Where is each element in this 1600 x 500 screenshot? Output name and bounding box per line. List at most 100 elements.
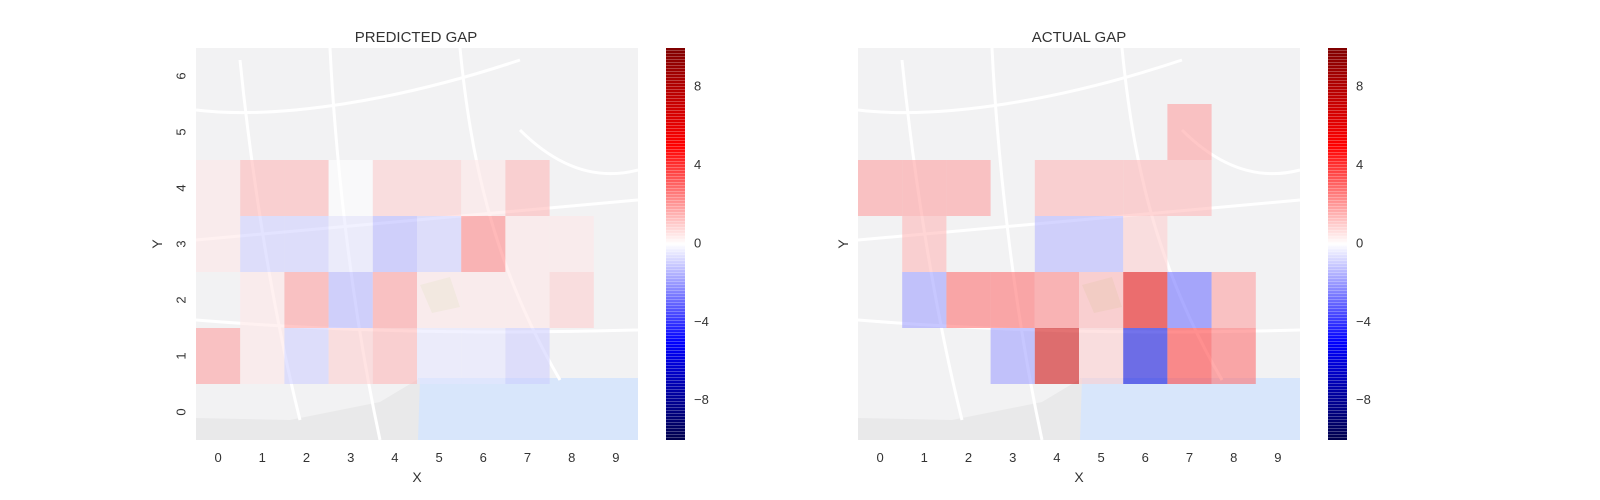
heatmap-cell [1123,216,1168,272]
heatmap-cell [461,216,506,272]
colorbar-tick-label: −4 [694,314,709,329]
panel-predicted-gap: PREDICTED GAP 0 1 2 3 4 5 6 7 8 9 0 1 2 3 4 5 6 X Y −8 [149,29,709,485]
heatmap-cell [1211,328,1256,384]
colorbar-tick-label: −4 [1356,314,1371,329]
heatmap-cell [196,216,241,272]
x-tick-label: 9 [1274,450,1281,465]
heatmap-cell [284,160,329,216]
heatmap-cell [461,328,506,384]
heatmap-cell [549,272,594,328]
x-tick-label: 3 [1009,450,1016,465]
heatmap-cell [505,216,550,272]
heatmap-cell [1079,216,1124,272]
y-axis-label: Y [835,239,851,249]
heatmap-cell [902,160,947,216]
heatmap-cell [1123,160,1168,216]
x-tick-label: 1 [921,450,928,465]
heatmap-cell [505,272,550,328]
heatmap-cell [1034,272,1079,328]
heatmap-cell [284,328,329,384]
y-tick-label: 6 [173,72,188,79]
heatmap-cell [240,328,285,384]
heatmap-cell [1167,328,1212,384]
chart-title: PREDICTED GAP [355,29,478,46]
heatmap-cell [902,272,947,328]
x-tick-label: 9 [612,450,619,465]
x-tick-label: 4 [391,450,398,465]
y-tick-label: 5 [173,128,188,135]
heatmap-cell [505,160,550,216]
heatmap-cell [461,160,506,216]
heatmap-cell [549,216,594,272]
river [1080,378,1300,440]
heatmap-cell [372,160,417,216]
colorbar-tick-label: 0 [1356,235,1363,250]
heatmap-cell [990,328,1035,384]
heatmap-cell [1079,160,1124,216]
x-tick-label: 0 [876,450,883,465]
x-axis-label: X [412,469,422,485]
colorbar-tick-label: 0 [694,235,701,250]
heatmap-cell [1211,272,1256,328]
heatmap-cell [240,160,285,216]
x-axis: 0 1 2 3 4 5 6 7 8 9 [876,450,1281,465]
heatmap-cell [1034,328,1079,384]
y-axis: 0 1 2 3 4 5 6 [173,72,188,415]
chart-title: ACTUAL GAP [1032,29,1126,46]
heatmap-cell [196,328,241,384]
heatmap-cell [1123,328,1168,384]
heatmap-cell [1123,272,1168,328]
heatmap-cell [284,216,329,272]
colorbar-tick-label: −8 [1356,392,1371,407]
heatmap-cell [417,272,462,328]
colorbar-tick-label: −8 [694,392,709,407]
river-bend [196,378,420,440]
heatmap-cell [328,272,373,328]
y-tick-label: 3 [173,240,188,247]
heatmap-cell [946,160,991,216]
heatmap-cell [902,216,947,272]
heatmap-cell [990,272,1035,328]
heatmap-cell [372,216,417,272]
heatmap-cell [240,216,285,272]
x-tick-label: 6 [1142,450,1149,465]
heatmap-cell [417,160,462,216]
y-axis-label: Y [149,239,165,249]
heatmap-cell [1079,272,1124,328]
colorbar: −8 −4 0 4 8 [1328,48,1371,440]
y-tick-label: 2 [173,296,188,303]
x-tick-label: 8 [568,450,575,465]
x-axis: 0 1 2 3 4 5 6 7 8 9 [214,450,619,465]
heatmap-cell [284,272,329,328]
y-tick-label: 4 [173,184,188,191]
heatmap-cell [1034,160,1079,216]
heatmap-cell [240,272,285,328]
heatmap-cell [328,216,373,272]
colorbar-stripes [1328,48,1347,440]
colorbar-tick-label: 4 [694,157,701,172]
heatmap-cell [858,160,903,216]
heatmap-cell [1167,104,1212,160]
heatmap-cell [417,216,462,272]
colorbar-tick-label: 8 [1356,79,1363,94]
heatmap-cell [946,272,991,328]
x-tick-label: 6 [480,450,487,465]
heatmap-cell [1167,272,1212,328]
colorbar-stripes [666,48,685,440]
colorbar: −8 −4 0 4 8 [666,48,709,440]
x-tick-label: 4 [1053,450,1060,465]
heatmap-cell [1079,328,1124,384]
heatmap-cell [372,328,417,384]
panel-actual-gap: ACTUAL GAP 0 1 2 3 4 5 6 7 8 9 X Y −8 −4 0 4 8 [835,29,1371,485]
heatmap-cell [461,272,506,328]
heatmap-cell [196,160,241,216]
x-tick-label: 8 [1230,450,1237,465]
heatmap-cells [196,160,594,384]
y-tick-label: 0 [173,408,188,415]
x-tick-label: 2 [965,450,972,465]
x-tick-label: 0 [214,450,221,465]
heatmap-cell [505,328,550,384]
x-tick-label: 7 [524,450,531,465]
colorbar-ticks: −8 −4 0 4 8 [694,79,709,408]
